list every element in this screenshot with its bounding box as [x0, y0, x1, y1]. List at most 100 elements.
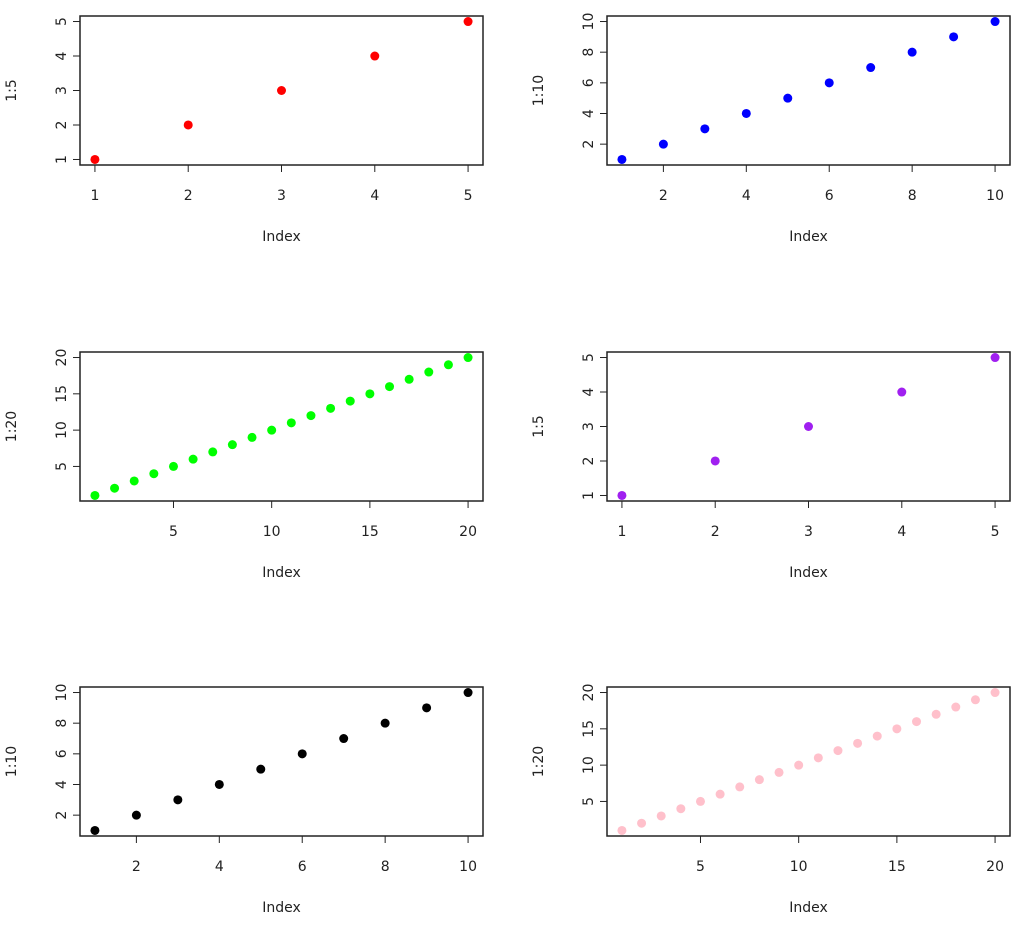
plot-frame — [606, 686, 1011, 837]
x-tick-label: 4 — [897, 524, 906, 540]
x-tick-label: 3 — [277, 188, 286, 204]
point — [110, 483, 120, 493]
y-axis-label: 1:20 — [4, 411, 20, 442]
y-tick-label: 2 — [581, 140, 597, 149]
point — [173, 795, 183, 805]
y-tick-label: 6 — [54, 749, 70, 758]
point — [463, 17, 473, 27]
point — [326, 403, 336, 413]
y-axis-label: 1:10 — [531, 75, 547, 106]
point — [404, 374, 414, 384]
point — [286, 418, 296, 428]
x-tick-label: 20 — [986, 859, 1004, 875]
point — [970, 695, 980, 705]
x-tick-label: 4 — [742, 188, 751, 204]
point — [794, 760, 804, 770]
plot-frame — [79, 351, 484, 502]
point — [208, 447, 218, 457]
y-tick-label: 8 — [54, 719, 70, 728]
point — [90, 825, 100, 835]
y-axis-label: 1:5 — [4, 79, 20, 102]
point — [892, 724, 902, 734]
x-tick-label: 8 — [908, 188, 917, 204]
point — [422, 703, 432, 713]
point — [804, 422, 813, 431]
point — [306, 411, 316, 421]
point — [907, 47, 917, 57]
point — [365, 389, 375, 399]
point — [463, 353, 473, 363]
point — [951, 702, 961, 712]
y-tick-label: 10 — [581, 13, 597, 31]
point — [931, 709, 941, 719]
point — [949, 32, 959, 42]
x-tick-label: 5 — [464, 188, 473, 204]
point — [700, 124, 710, 134]
x-axis-label: Index — [789, 900, 828, 916]
point — [227, 440, 237, 450]
x-tick-label: 5 — [169, 524, 178, 540]
x-axis-label: Index — [789, 565, 828, 581]
y-tick-label: 5 — [54, 17, 70, 26]
x-axis-label: Index — [789, 229, 828, 245]
y-tick-label: 10 — [54, 421, 70, 439]
y-tick-label: 4 — [54, 780, 70, 789]
y-axis-label: 1:10 — [4, 746, 20, 777]
point — [813, 753, 823, 763]
x-tick-label: 4 — [370, 188, 379, 204]
point — [715, 789, 725, 799]
x-tick-label: 10 — [263, 524, 281, 540]
point — [339, 734, 349, 744]
y-tick-label: 5 — [581, 353, 597, 362]
point — [297, 749, 307, 759]
point — [774, 767, 784, 777]
y-tick-label: 2 — [54, 121, 70, 130]
point — [214, 779, 224, 789]
point — [866, 63, 876, 73]
x-tick-label: 15 — [361, 524, 379, 540]
point — [912, 717, 922, 727]
y-tick-label: 10 — [581, 756, 597, 774]
point — [370, 51, 380, 61]
point — [741, 108, 751, 118]
x-tick-label: 10 — [790, 859, 808, 875]
x-tick-label: 5 — [991, 524, 1000, 540]
x-tick-label: 20 — [459, 524, 477, 540]
point — [149, 469, 159, 479]
point — [183, 120, 193, 130]
y-tick-label: 5 — [581, 797, 597, 806]
y-tick-label: 10 — [54, 684, 70, 702]
point — [424, 367, 434, 377]
point — [90, 490, 100, 500]
x-tick-label: 6 — [825, 188, 834, 204]
x-tick-label: 1 — [617, 524, 626, 540]
point — [277, 86, 286, 95]
point — [990, 17, 1000, 27]
point — [256, 764, 266, 774]
point — [990, 688, 1000, 698]
y-tick-label: 2 — [54, 811, 70, 820]
y-tick-label: 4 — [54, 51, 70, 60]
y-tick-label: 1 — [581, 491, 597, 500]
y-axis-label: 1:5 — [531, 415, 547, 438]
point — [90, 154, 100, 164]
x-tick-label: 2 — [184, 188, 193, 204]
point — [676, 804, 686, 814]
x-tick-label: 10 — [986, 188, 1004, 204]
x-tick-label: 5 — [696, 859, 705, 875]
y-tick-label: 3 — [54, 86, 70, 95]
x-axis-label: Index — [262, 229, 301, 245]
point — [637, 818, 647, 828]
point — [385, 382, 395, 392]
point — [129, 476, 139, 486]
point — [990, 353, 1000, 363]
point — [656, 811, 666, 821]
y-tick-label: 15 — [54, 385, 70, 403]
point — [735, 782, 745, 792]
x-tick-label: 15 — [888, 859, 906, 875]
x-tick-label: 10 — [459, 859, 477, 875]
point — [168, 461, 178, 471]
y-tick-label: 1 — [54, 155, 70, 164]
y-tick-label: 8 — [581, 48, 597, 57]
